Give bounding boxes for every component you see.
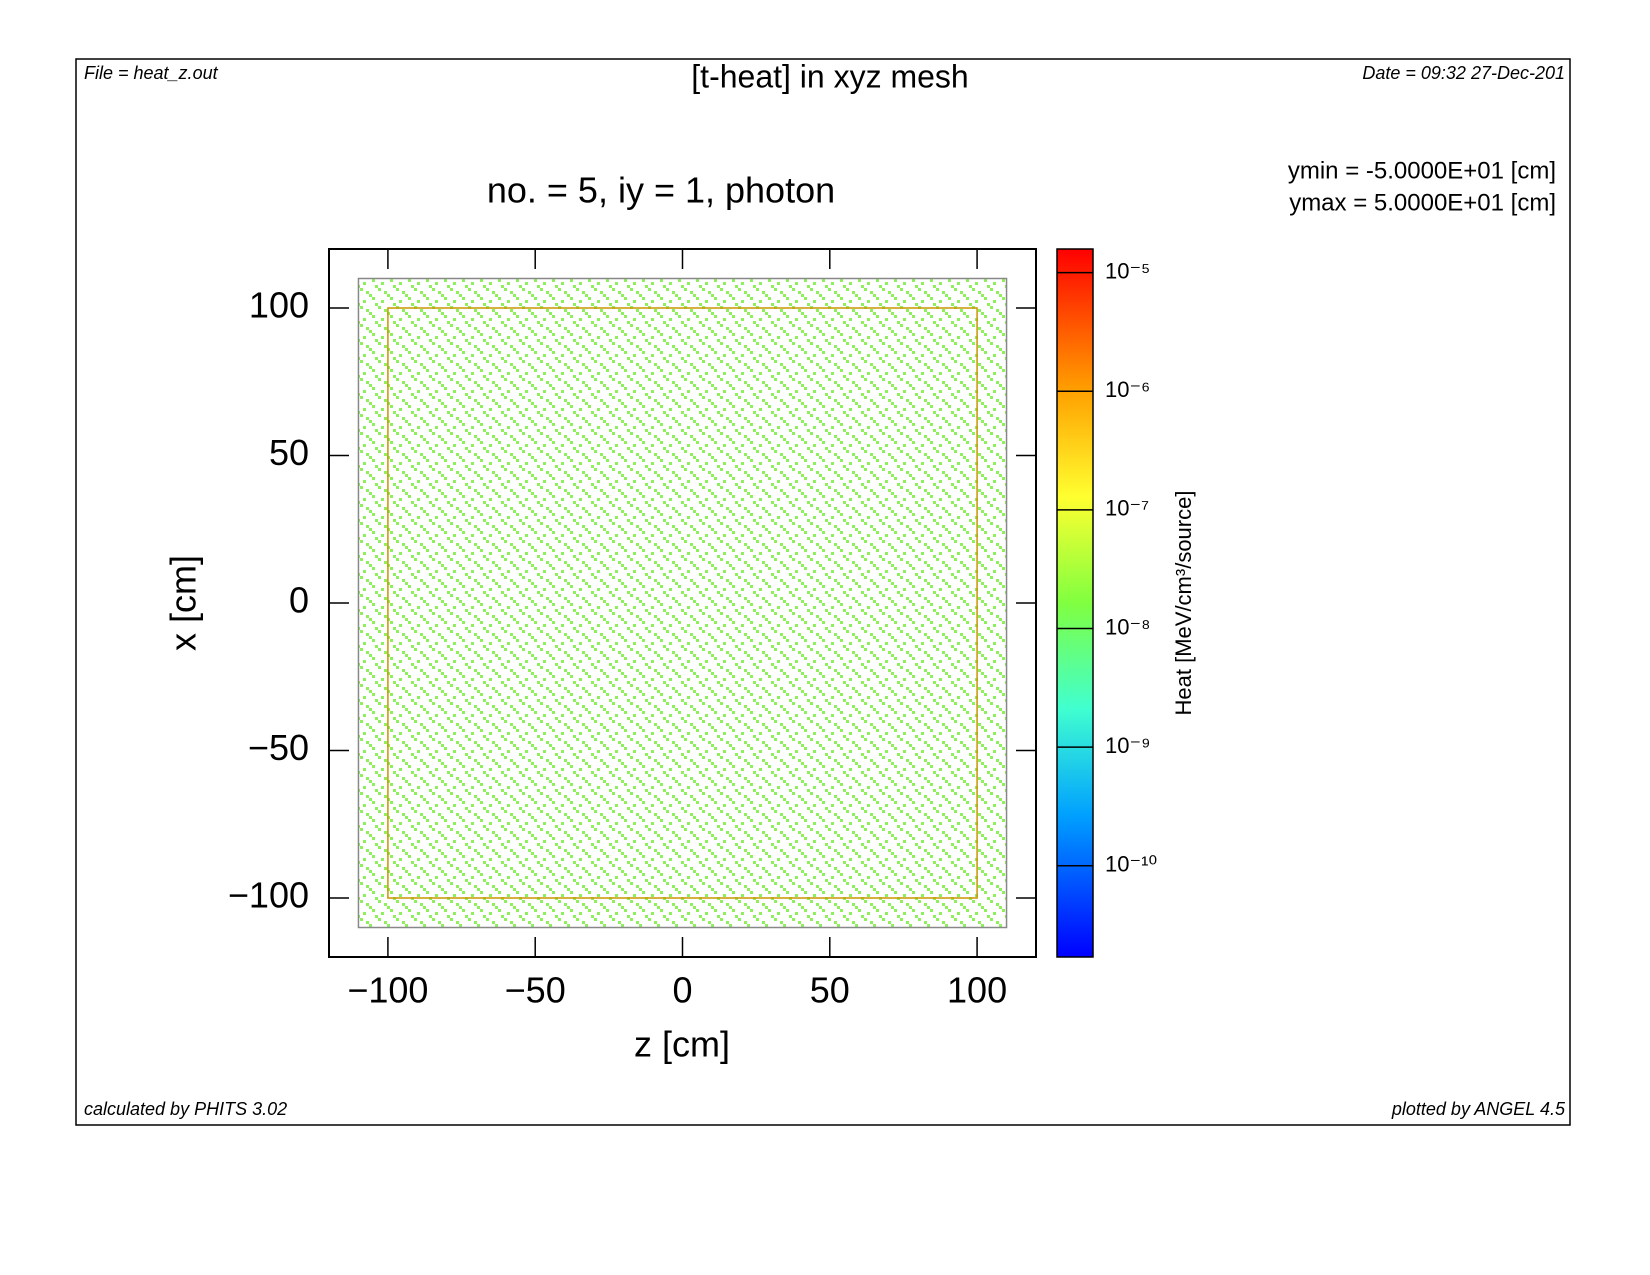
date-label: Date = 09:32 27-Dec-201 — [1362, 63, 1565, 83]
x-tick-label: 0 — [672, 970, 692, 1011]
x-tick-label: 50 — [810, 970, 850, 1011]
colorbar-tick-label: 10⁻⁹ — [1105, 733, 1151, 758]
chart-title: [t-heat] in xyz mesh — [691, 58, 968, 94]
footer-left: calculated by PHITS 3.02 — [84, 1099, 287, 1119]
colorbar-label: Heat [MeV/cm³/source] — [1171, 491, 1196, 716]
info-line: ymin = -5.0000E+01 [cm] — [1288, 157, 1556, 184]
heat-cells — [358, 278, 1007, 928]
y-tick-label: 0 — [289, 580, 309, 621]
x-axis-label: z [cm] — [634, 1024, 730, 1065]
subtitle: no. = 5, iy = 1, photon — [487, 170, 835, 211]
x-tick-label: −100 — [347, 970, 428, 1011]
mesh-outline — [387, 307, 978, 899]
x-tick-label: −50 — [505, 970, 566, 1011]
file-label: File = heat_z.out — [84, 63, 219, 83]
colorbar-tick-label: 10⁻⁶ — [1105, 377, 1150, 402]
colorbar-tick-label: 10⁻⁸ — [1105, 614, 1150, 639]
footer-right: plotted by ANGEL 4.5 — [1391, 1099, 1566, 1119]
x-tick-label: 100 — [947, 970, 1007, 1011]
y-tick-label: 100 — [249, 285, 309, 326]
mesh-outline — [357, 277, 1008, 929]
page-frame — [75, 58, 1571, 1126]
colorbar-tick-label: 10⁻⁵ — [1105, 258, 1150, 283]
y-tick-label: 50 — [269, 432, 309, 473]
colorbar-tick-label: 10⁻⁷ — [1105, 496, 1149, 521]
info-line: ymax = 5.0000E+01 [cm] — [1289, 189, 1556, 216]
y-axis-label: x [cm] — [163, 555, 204, 651]
y-tick-label: −100 — [228, 875, 309, 916]
colorbar — [1056, 248, 1094, 958]
y-tick-label: −50 — [248, 727, 309, 768]
colorbar-tick-label: 10⁻¹⁰ — [1105, 852, 1157, 877]
